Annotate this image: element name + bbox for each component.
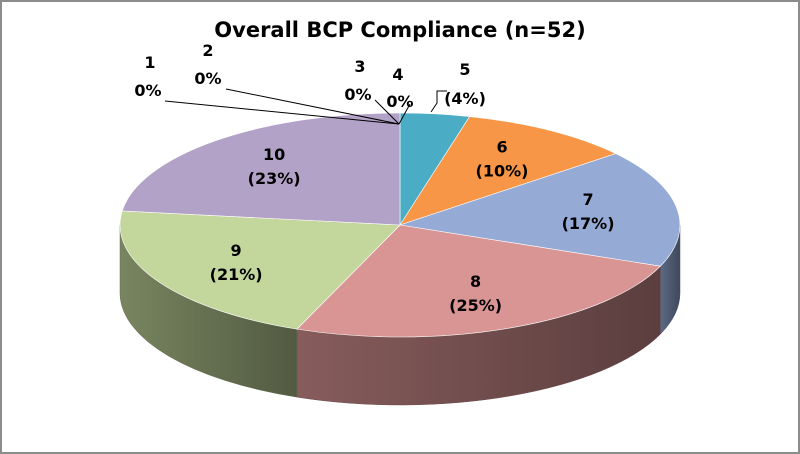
category-label-2: 2 [202,41,213,60]
value-label-7: (17%) [562,214,615,233]
leader-line-3 [374,99,400,125]
slice-6 [399,116,617,226]
data-labels: 1 0% 2 0% 3 0% 4 0% 5 (4%) 6 (10%) 7 (17%) 8 (25%) 9 (21%… [134,41,614,315]
value-label-5: (4%) [444,89,486,108]
leader-lines [164,88,447,125]
value-label-8: (25%) [449,296,502,315]
leader-line-5 [430,90,447,113]
leader-line-4 [398,103,411,125]
chart-title: Overall BCP Compliance (n=52) [214,18,586,42]
leader-line-1 [164,100,400,125]
value-label-6: (10%) [476,162,529,181]
category-label-8: 8 [470,272,481,291]
category-label-3: 3 [354,57,365,76]
category-label-9: 9 [231,241,242,260]
value-label-10: (23%) [248,169,301,188]
category-label-4: 4 [392,65,403,84]
leader-line-2 [225,88,400,125]
slice-8 [296,224,661,338]
slice-9 [119,210,401,330]
pie-slices [119,112,681,338]
value-label-3: 0% [344,85,371,104]
value-label-9: (21%) [210,265,263,284]
value-label-4: 0% [386,92,413,111]
value-label-2: 0% [194,69,221,88]
slice-10 [121,112,401,226]
category-label-5: 5 [459,60,470,79]
category-label-1: 1 [144,53,155,72]
category-label-10: 10 [263,145,285,164]
category-label-7: 7 [582,190,593,209]
value-label-1: 0% [134,81,161,100]
slice-7 [399,153,681,267]
category-label-6: 6 [496,138,507,157]
